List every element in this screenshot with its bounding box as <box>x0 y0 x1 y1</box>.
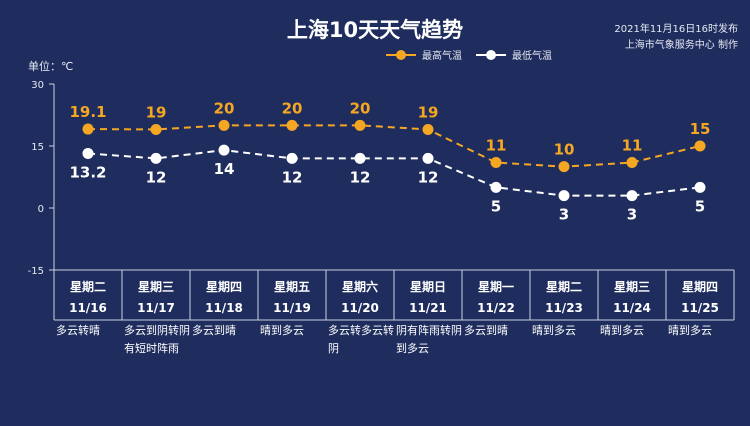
point-low <box>558 190 570 202</box>
legend-label-low: 最低气温 <box>512 51 552 62</box>
value-label-high: 20 <box>214 99 235 117</box>
value-label-low: 3 <box>627 206 637 224</box>
value-label-low: 13.2 <box>69 163 106 181</box>
value-label-low: 12 <box>418 168 439 186</box>
legend-swatch-low <box>476 49 506 61</box>
value-label-high: 19.1 <box>69 103 106 121</box>
value-label-low: 3 <box>559 206 569 224</box>
value-label-high: 20 <box>350 99 371 117</box>
value-label-low: 12 <box>350 168 371 186</box>
date-label: 11/25 <box>681 301 719 315</box>
unit-label: 单位：℃ <box>28 60 74 73</box>
y-tick-label: -15 <box>28 266 44 277</box>
value-label-low: 14 <box>214 160 235 178</box>
condition-text: 多云转晴 <box>56 324 100 337</box>
y-tick-label: 15 <box>31 142 44 153</box>
value-label-high: 19 <box>418 103 439 121</box>
legend-item-low: 最低气温 <box>476 47 552 62</box>
point-low <box>626 190 638 202</box>
point-high <box>422 123 434 135</box>
series-line-low <box>87 149 701 197</box>
weekday-label: 星期三 <box>138 279 174 294</box>
publisher: 上海市气象服务中心 制作 <box>624 40 738 51</box>
weekday-label: 星期三 <box>614 279 650 294</box>
condition-text: 多云到阴转阴有短时阵雨 <box>124 324 190 355</box>
point-low <box>354 152 366 164</box>
point-high <box>626 157 638 169</box>
point-high <box>694 140 706 152</box>
point-high <box>150 123 162 135</box>
point-low <box>422 152 434 164</box>
weekday-label: 星期日 <box>410 279 446 294</box>
date-label: 11/21 <box>409 301 447 315</box>
weekday-label: 星期四 <box>682 279 718 294</box>
chart-title: 上海10天天气趋势 <box>286 18 464 42</box>
value-label-low: 5 <box>695 197 705 215</box>
point-low <box>82 147 94 159</box>
date-label: 11/20 <box>341 301 379 315</box>
point-low <box>490 181 502 193</box>
value-label-low: 5 <box>491 197 501 215</box>
condition-text: 多云转多云转阴 <box>328 324 394 355</box>
point-high <box>558 161 570 173</box>
legend-label-high: 最高气温 <box>422 51 462 62</box>
date-label: 11/24 <box>613 301 651 315</box>
value-label-high: 11 <box>486 137 507 155</box>
point-high <box>490 157 502 169</box>
condition-text: 晴到多云 <box>668 324 712 337</box>
legend: 最高气温 最低气温 <box>386 47 566 62</box>
condition-text: 晴到多云 <box>600 324 644 337</box>
date-label: 11/22 <box>477 301 515 315</box>
date-label: 11/17 <box>137 301 175 315</box>
weekday-label: 星期四 <box>206 279 242 294</box>
value-label-high: 20 <box>282 99 303 117</box>
weekday-label: 星期五 <box>274 279 310 294</box>
value-label-low: 12 <box>282 168 303 186</box>
legend-swatch-high <box>386 49 416 61</box>
point-low <box>694 181 706 193</box>
y-tick-label: 30 <box>31 80 44 91</box>
condition-text: 多云到晴 <box>464 324 508 337</box>
date-label: 11/16 <box>69 301 107 315</box>
series-line-high <box>87 124 701 168</box>
point-low <box>286 152 298 164</box>
condition-text: 晴到多云 <box>260 324 304 337</box>
point-high <box>82 123 94 135</box>
value-label-high: 15 <box>690 120 711 138</box>
point-high <box>354 119 366 131</box>
condition-text: 多云到晴 <box>192 324 236 337</box>
value-label-high: 11 <box>622 137 643 155</box>
publish-time: 2021年11月16日16时发布 <box>614 24 738 35</box>
publish-info: 2021年11月16日16时发布 上海市气象服务中心 制作 <box>614 22 738 54</box>
point-low <box>150 152 162 164</box>
weekday-label: 星期二 <box>546 279 582 294</box>
date-label: 11/19 <box>273 301 311 315</box>
value-label-high: 19 <box>146 103 167 121</box>
value-label-low: 12 <box>146 168 167 186</box>
weekday-label: 星期六 <box>342 279 378 294</box>
y-tick-label: 0 <box>38 204 44 215</box>
point-high <box>218 119 230 131</box>
weekday-label: 星期二 <box>70 279 106 294</box>
date-label: 11/23 <box>545 301 583 315</box>
legend-item-high: 最高气温 <box>386 47 462 62</box>
value-label-high: 10 <box>554 141 575 159</box>
condition-text: 阴有阵雨转阴到多云 <box>396 324 462 355</box>
point-low <box>218 144 230 156</box>
weekday-label: 星期一 <box>478 279 514 294</box>
point-high <box>286 119 298 131</box>
date-label: 11/18 <box>205 301 243 315</box>
condition-text: 晴到多云 <box>532 324 576 337</box>
